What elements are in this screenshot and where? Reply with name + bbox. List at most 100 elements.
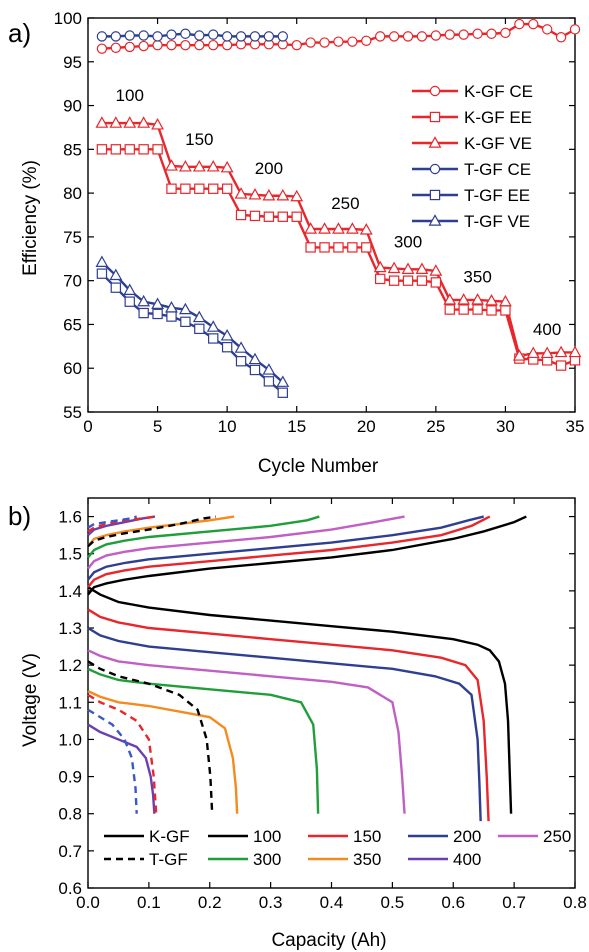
data-point <box>332 222 345 234</box>
data-point <box>388 31 400 42</box>
rate-annotation: 350 <box>463 267 491 286</box>
x-tick-label: 0.5 <box>381 893 405 912</box>
data-point <box>152 31 163 42</box>
series-line <box>101 261 284 384</box>
data-point <box>194 30 205 41</box>
data-point <box>221 31 233 42</box>
x-tick-label: 0.2 <box>198 893 222 912</box>
rate-annotation: 300 <box>394 232 422 251</box>
rate-annotation: 200 <box>255 159 283 178</box>
data-point <box>333 242 344 253</box>
data-point <box>444 304 455 315</box>
data-point <box>486 305 497 316</box>
y-tick-label: 1.5 <box>58 545 82 564</box>
data-point <box>138 30 149 41</box>
data-point <box>416 31 428 42</box>
data-point <box>263 211 275 222</box>
data-point <box>541 24 553 35</box>
data-point <box>485 293 498 306</box>
data-point <box>430 30 442 41</box>
data-point <box>234 187 248 199</box>
data-point <box>528 18 539 30</box>
data-point <box>500 305 511 316</box>
data-point <box>248 188 262 200</box>
charge-curve <box>87 515 320 559</box>
data-point <box>124 30 135 41</box>
y-tick-label: 60 <box>63 359 82 378</box>
data-point <box>276 375 290 387</box>
y-tick-label: 75 <box>63 228 82 247</box>
data-point <box>512 349 526 361</box>
data-point <box>304 222 318 234</box>
data-point <box>221 342 233 353</box>
data-point <box>443 293 457 305</box>
x-tick-label: 5 <box>153 417 162 436</box>
legend-label: 400 <box>453 850 481 869</box>
data-point <box>248 352 262 365</box>
x-tick-label: 30 <box>496 417 515 436</box>
data-point <box>95 255 109 267</box>
series-line <box>101 148 576 367</box>
panel-b-label: b) <box>8 501 31 531</box>
data-point <box>178 160 192 172</box>
panel-a-annotations: 100 150 200 250 300 350 400 <box>116 86 562 339</box>
panel-b-x-axis-label: Capacity (Ah) <box>271 930 386 951</box>
data-point <box>206 160 220 172</box>
legend-label: K-GF VE <box>464 134 532 153</box>
data-point <box>472 304 483 315</box>
data-point <box>429 264 443 276</box>
data-point <box>263 376 275 387</box>
y-tick-label: 90 <box>63 97 82 116</box>
data-point <box>235 209 247 221</box>
data-point <box>194 323 205 335</box>
legend-label: K-GF EE <box>464 108 532 127</box>
x-tick-label: 35 <box>566 417 585 436</box>
y-tick-label: 1.6 <box>58 508 82 527</box>
data-point <box>220 160 234 173</box>
y-tick-label: 0.6 <box>58 879 82 898</box>
data-point <box>124 144 135 155</box>
data-point <box>359 223 373 235</box>
y-tick-label: 0.9 <box>58 768 82 787</box>
data-point <box>166 183 177 194</box>
charge-curve <box>87 515 527 596</box>
data-point <box>249 31 261 42</box>
x-tick-label: 0.4 <box>320 893 344 912</box>
data-point <box>555 32 567 43</box>
rate-annotation: 250 <box>331 194 359 213</box>
data-point <box>96 268 108 279</box>
data-point <box>471 293 485 305</box>
y-tick-label: 85 <box>63 140 82 159</box>
data-point <box>458 304 469 315</box>
data-point <box>568 345 582 358</box>
data-point <box>123 283 137 295</box>
x-tick-label: 10 <box>218 417 237 436</box>
data-point <box>151 117 164 130</box>
data-point <box>361 35 372 46</box>
legend-label: K-GF CE <box>464 82 533 101</box>
data-point <box>152 308 163 320</box>
y-tick-label: 80 <box>63 184 82 203</box>
data-point <box>138 40 149 52</box>
data-point <box>373 260 387 273</box>
legend-marker <box>429 163 441 175</box>
y-tick-label: 70 <box>63 272 82 291</box>
legend-label: 350 <box>353 850 381 869</box>
charge-curve <box>87 515 217 548</box>
data-point <box>430 277 442 288</box>
data-point <box>415 262 429 274</box>
data-point <box>194 39 205 51</box>
x-tick-label: 0.1 <box>137 893 161 912</box>
charge-curve <box>87 515 156 533</box>
panel-a-series <box>95 18 582 398</box>
data-point <box>137 294 151 307</box>
panel-a-label: a) <box>8 18 31 48</box>
charge-curve <box>87 515 235 548</box>
data-point <box>220 328 234 341</box>
data-point <box>333 36 344 47</box>
data-point <box>262 188 276 201</box>
data-point <box>165 159 178 171</box>
data-point <box>192 160 206 172</box>
data-point <box>291 39 302 51</box>
